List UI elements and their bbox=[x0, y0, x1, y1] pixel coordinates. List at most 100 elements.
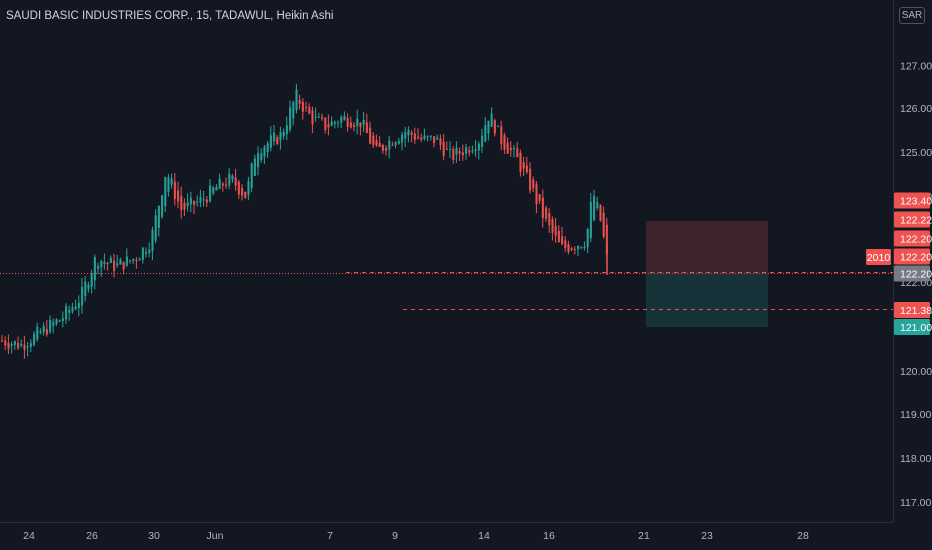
candle-body bbox=[545, 207, 548, 219]
candle-up bbox=[65, 303, 68, 324]
candle-up bbox=[449, 141, 452, 158]
candle-body bbox=[122, 261, 125, 270]
candle-body bbox=[551, 219, 554, 233]
candle-body bbox=[87, 284, 90, 290]
price-tick-label: 119.00 bbox=[900, 409, 931, 421]
candle-up bbox=[247, 176, 250, 201]
candle-up bbox=[282, 128, 285, 140]
candle-body bbox=[388, 140, 391, 150]
candle-down bbox=[442, 134, 445, 161]
currency-button[interactable]: SAR bbox=[899, 7, 925, 24]
price-badge-bg bbox=[894, 230, 930, 247]
candle-body bbox=[250, 163, 253, 189]
candle-body bbox=[429, 135, 432, 137]
candle-up bbox=[273, 124, 276, 146]
candle-body bbox=[573, 248, 576, 250]
candle-up bbox=[583, 241, 586, 251]
candle-body bbox=[532, 179, 535, 189]
candle-body bbox=[337, 122, 340, 124]
candle-up bbox=[132, 258, 135, 265]
candle-up bbox=[42, 322, 45, 336]
time-tick-label: 16 bbox=[543, 530, 555, 542]
candle-up bbox=[61, 311, 64, 328]
candle-up bbox=[340, 114, 343, 129]
candle-up bbox=[487, 120, 490, 141]
candle-up bbox=[295, 83, 298, 114]
candle-down bbox=[327, 114, 330, 136]
candle-body bbox=[468, 150, 471, 153]
candle-body bbox=[260, 153, 263, 161]
candle-up bbox=[429, 135, 432, 141]
candle-down bbox=[567, 240, 570, 255]
candle-body bbox=[135, 259, 138, 262]
candle-body bbox=[196, 201, 199, 203]
candle-down bbox=[349, 116, 352, 129]
candle-down bbox=[551, 216, 554, 241]
candle-down bbox=[221, 181, 224, 192]
candle-body bbox=[343, 116, 346, 120]
candle-body bbox=[369, 127, 372, 144]
candle-down bbox=[564, 236, 567, 252]
candle-down bbox=[180, 186, 183, 219]
candle-up bbox=[218, 173, 221, 190]
candle-up bbox=[170, 173, 173, 189]
candle-down bbox=[385, 145, 388, 156]
candle-body bbox=[465, 147, 468, 154]
candle-up bbox=[157, 205, 160, 237]
volume-badge-bg bbox=[866, 249, 891, 265]
candle-down bbox=[417, 128, 420, 140]
candle-body bbox=[557, 230, 560, 243]
candle-body bbox=[535, 184, 538, 205]
candle-body bbox=[244, 191, 247, 199]
candle-up bbox=[474, 140, 477, 157]
candle-body bbox=[417, 136, 420, 139]
candle-body bbox=[503, 135, 506, 150]
candle-up bbox=[589, 192, 592, 242]
candle-body bbox=[97, 265, 100, 269]
candle-up bbox=[250, 162, 253, 192]
candle-body bbox=[279, 132, 282, 141]
candle-body bbox=[385, 147, 388, 151]
candle-body bbox=[391, 145, 394, 147]
candle-down bbox=[545, 205, 548, 222]
candle-up bbox=[109, 255, 112, 264]
candle-up bbox=[215, 184, 218, 191]
candle-up bbox=[39, 328, 42, 335]
candle-up bbox=[212, 185, 215, 196]
candle-up bbox=[68, 305, 71, 321]
price-badge: 122.20 bbox=[894, 265, 932, 282]
candle-up bbox=[356, 109, 359, 135]
candle-body bbox=[205, 199, 208, 203]
candle-up bbox=[228, 168, 231, 190]
candle-down bbox=[381, 143, 384, 154]
candle-down bbox=[554, 217, 557, 243]
candle-up bbox=[465, 143, 468, 160]
candle-body bbox=[410, 132, 413, 135]
candle-body bbox=[561, 236, 564, 245]
candle-body bbox=[602, 212, 605, 237]
candle-body bbox=[129, 260, 132, 262]
candle-down bbox=[602, 206, 605, 239]
candle-up bbox=[58, 319, 61, 323]
candle-body bbox=[193, 201, 196, 205]
candle-up bbox=[29, 339, 32, 353]
candle-body bbox=[298, 99, 301, 104]
candle-body bbox=[77, 302, 80, 308]
candle-body bbox=[353, 125, 356, 128]
candle-down bbox=[452, 146, 455, 164]
candle-body bbox=[484, 125, 487, 142]
candle-body bbox=[314, 116, 317, 118]
candle-body bbox=[538, 194, 541, 201]
candle-body bbox=[42, 325, 45, 333]
candle-up bbox=[596, 196, 599, 211]
price-badge: 122.22 bbox=[894, 211, 932, 228]
candle-down bbox=[365, 113, 368, 134]
candle-body bbox=[487, 120, 490, 134]
candle-body bbox=[548, 213, 551, 226]
time-tick-label: 7 bbox=[327, 530, 333, 542]
candle-body bbox=[186, 202, 189, 207]
candle-down bbox=[305, 101, 308, 112]
candle-body bbox=[138, 258, 141, 261]
candle-body bbox=[356, 118, 359, 127]
